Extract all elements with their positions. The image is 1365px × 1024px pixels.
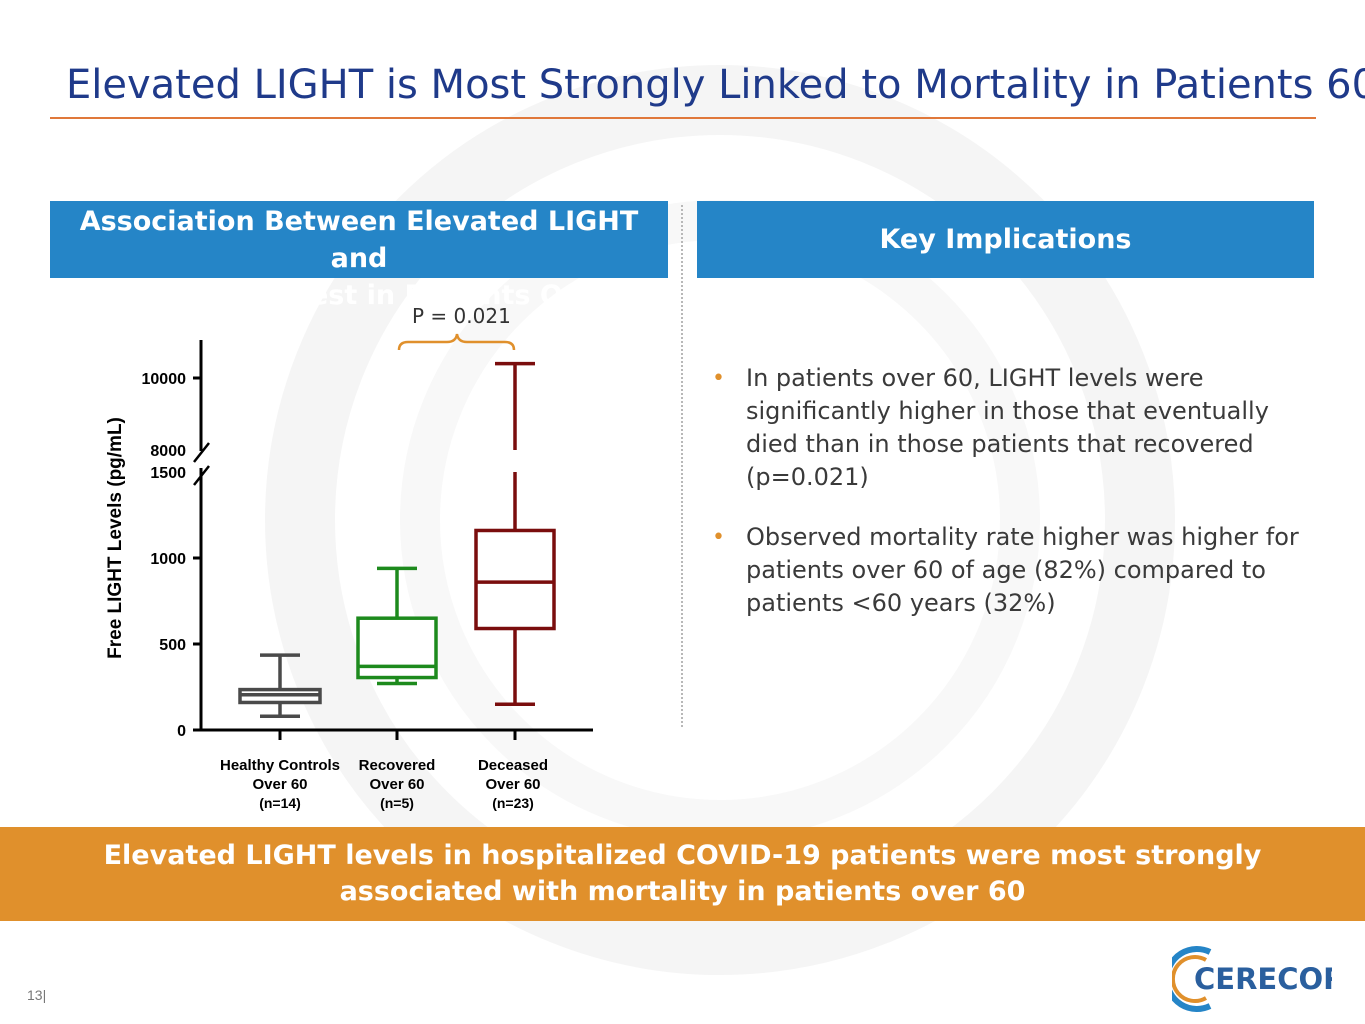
significance-bracket <box>397 333 516 351</box>
y-axis-label: Free LIGHT Levels (pg/mL) <box>105 417 126 659</box>
conclusion-banner: Elevated LIGHT levels in hospitalized CO… <box>0 827 1365 921</box>
y-tick-label: 1000 <box>150 551 186 568</box>
y-tick-label: 0 <box>177 723 186 740</box>
title-underline <box>50 117 1316 119</box>
y-tick-label: 500 <box>159 637 186 654</box>
left-header-line2: Mortality Strongest in Patients Over 60 <box>58 280 660 311</box>
x-tick-label: Over 60 <box>485 776 540 793</box>
bullet-icon: • <box>712 366 725 391</box>
right-panel-header: Key Implications <box>697 201 1314 278</box>
box-plot-chart: 0 500 1000 1500 8000 10000 Healthy Controls Ove… <box>105 333 593 811</box>
x-tick-label: Healthy Controls <box>220 757 340 774</box>
x-tick-label: Over 60 <box>252 776 307 793</box>
list-item: • In patients over 60, LIGHT levels were… <box>712 362 1302 494</box>
x-tick-label: Deceased <box>478 757 548 774</box>
x-tick-label: Over 60 <box>369 776 424 793</box>
y-tick-label: 1500 <box>150 465 186 482</box>
cerecor-logo: CERECOR <box>1172 946 1332 1012</box>
banner-line1: Elevated LIGHT levels in hospitalized CO… <box>103 840 1262 871</box>
y-tick-label: 10000 <box>142 371 187 388</box>
page-number: 13| <box>27 987 47 1003</box>
x-tick-label: Recovered <box>359 757 436 774</box>
logo-swirl-icon <box>1172 946 1212 1012</box>
bullet-text: Observed mortality rate higher was highe… <box>746 523 1299 617</box>
key-implications-list: • In patients over 60, LIGHT levels were… <box>712 362 1302 647</box>
p-value-annotation: P = 0.021 <box>412 304 511 328</box>
box-body <box>356 616 438 680</box>
x-tick-label: (n=14) <box>259 795 301 811</box>
x-tick-label: (n=23) <box>492 795 534 811</box>
banner-line2: associated with mortality in patients ov… <box>339 876 1026 907</box>
logo-text: CERECOR <box>1194 962 1332 996</box>
panel-divider <box>681 205 683 727</box>
left-header-line1: Association Between Elevated LIGHT and <box>79 206 639 274</box>
right-header-label: Key Implications <box>879 224 1132 255</box>
slide-title: Elevated LIGHT is Most Strongly Linked t… <box>66 62 1365 108</box>
list-item: • Observed mortality rate higher was hig… <box>712 521 1302 620</box>
bullet-icon: • <box>712 525 725 550</box>
x-tick-label: (n=5) <box>380 795 414 811</box>
axis-break-mark <box>193 442 210 463</box>
axis-break-mark <box>193 465 210 486</box>
left-panel-header: Association Between Elevated LIGHT and M… <box>50 201 668 311</box>
y-tick-label: 8000 <box>150 443 186 460</box>
box-body <box>474 528 556 631</box>
bullet-text: In patients over 60, LIGHT levels were s… <box>746 364 1269 491</box>
